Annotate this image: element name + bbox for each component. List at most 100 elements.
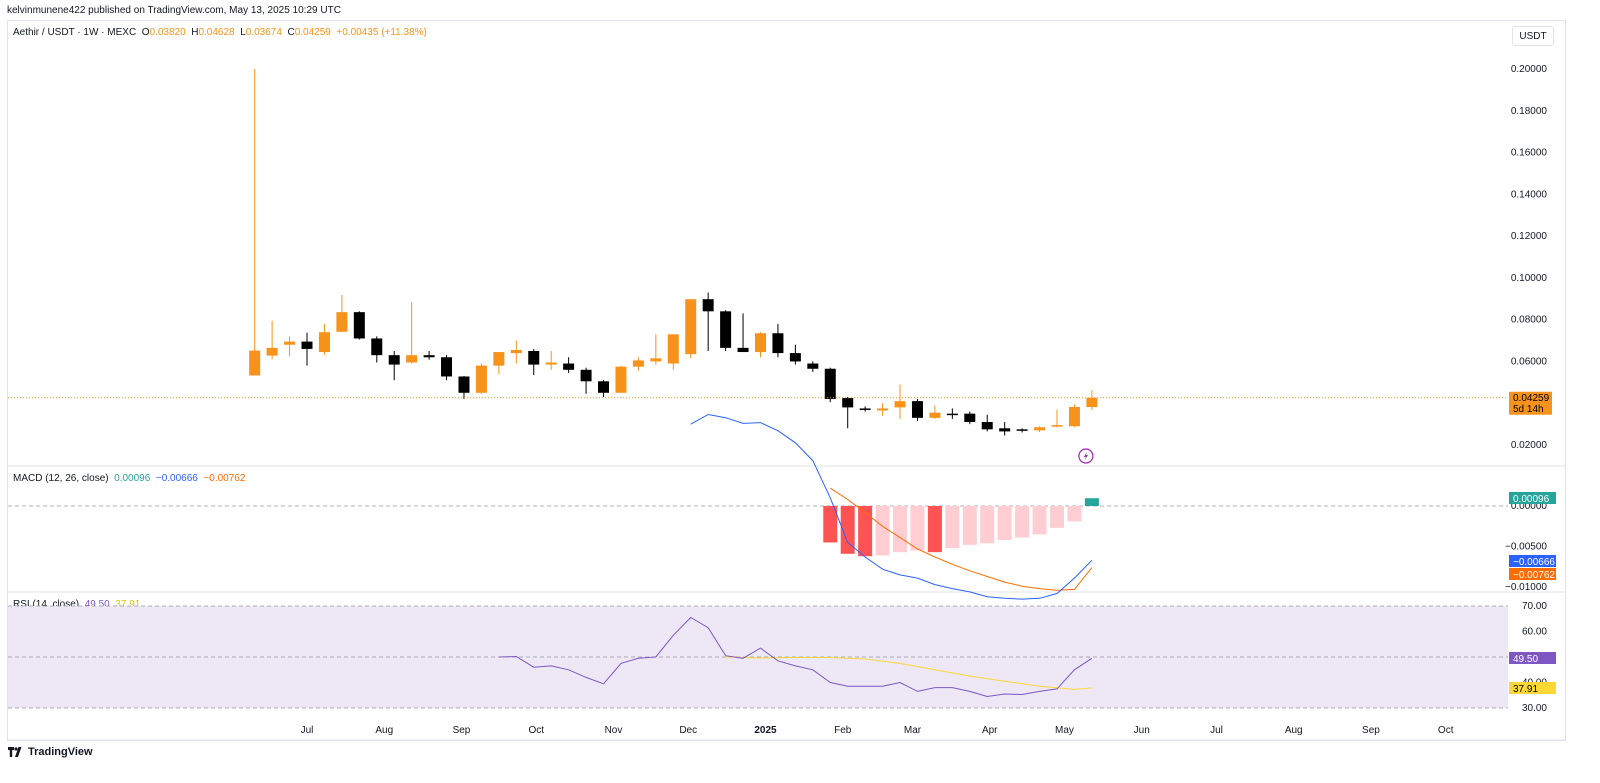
macd-title[interactable]: MACD (12, 26, close)	[13, 473, 109, 484]
macd-histogram-bar	[1032, 506, 1047, 535]
close-label: C	[287, 27, 295, 38]
candle-body	[650, 358, 662, 362]
price-axis-tick: 0.08000	[1511, 315, 1548, 326]
macd-signal-line	[830, 487, 1093, 591]
time-axis-tick: Dec	[679, 725, 697, 736]
candle-body	[946, 413, 958, 416]
time-axis-tick: Aug	[1285, 725, 1303, 736]
candle-body	[598, 381, 610, 393]
candle-body	[1016, 429, 1028, 431]
candle-body	[266, 347, 278, 356]
macd-signal-tag: −0.00762	[1513, 570, 1555, 581]
macd-hist-tag-bg	[1509, 492, 1556, 504]
macd-histogram-bar	[1050, 506, 1065, 528]
rsi-legend: RSI (14, close) 49.50 37.91	[13, 599, 140, 610]
candle-body	[388, 355, 400, 365]
candle-body	[1034, 427, 1046, 431]
macd-hist-tag: 0.00096	[1513, 494, 1550, 505]
symbol-label[interactable]: Aethir / USDT · 1W · MEXC	[13, 27, 137, 38]
rsi-value: 49.50	[84, 599, 110, 610]
time-axis-tick: Sep	[453, 725, 471, 736]
open-label: O	[141, 27, 150, 38]
tradingview-footer[interactable]: TradingView	[8, 746, 93, 758]
price-axis-tick: 0.10000	[1511, 273, 1548, 284]
rsi-ma-value: 37.91	[115, 599, 141, 610]
time-axis-tick: Jun	[1134, 725, 1150, 736]
macd-histogram-bar	[945, 506, 960, 549]
change-value: +0.00435 (+11.38%)	[336, 27, 427, 38]
last-price-tag	[1509, 391, 1552, 415]
candle-body	[789, 353, 801, 362]
macd-histogram-bar	[910, 506, 925, 551]
macd-line-tag-bg	[1509, 555, 1556, 567]
time-axis-tick: Oct	[528, 725, 544, 736]
macd-histogram-bar	[893, 506, 908, 553]
time-axis-tick: Feb	[834, 725, 852, 736]
candle-body	[580, 369, 592, 382]
candle-body	[284, 341, 296, 345]
candle-body	[249, 350, 261, 376]
candle-body	[423, 355, 435, 358]
macd-histogram-bar	[875, 506, 890, 556]
rsi-ma-tag-bg	[1509, 682, 1556, 694]
candle-body	[1086, 397, 1098, 407]
rsi-axis-tick: 70.00	[1522, 601, 1547, 612]
candle-body	[510, 349, 522, 354]
currency-button[interactable]: USDT	[1512, 26, 1554, 46]
candle-body	[824, 368, 836, 400]
last-price-value: 0.04259	[1513, 393, 1550, 404]
candle-body	[842, 398, 854, 408]
candle-body	[615, 366, 627, 393]
low-value: 0.03674	[245, 27, 282, 38]
macd-line	[690, 413, 1093, 600]
candle-body	[336, 312, 348, 332]
price-legend: Aethir / USDT · 1W · MEXC O0.03820 H0.04…	[13, 27, 427, 38]
rsi-ma-line	[725, 656, 1092, 690]
time-axis-tick: May	[1055, 725, 1074, 736]
rsi-value-tag-bg	[1509, 652, 1556, 664]
price-axis-tick: 0.14000	[1511, 189, 1548, 200]
macd-histogram-bar	[1084, 498, 1099, 506]
price-axis-tick: 0.02000	[1511, 440, 1548, 451]
high-value: 0.04628	[198, 27, 235, 38]
macd-axis-tick: −0.01000	[1505, 582, 1547, 593]
time-axis-tick: Sep	[1362, 725, 1380, 736]
macd-histogram-bar	[962, 506, 977, 545]
candle-body	[545, 362, 557, 365]
low-label: L	[240, 27, 246, 38]
price-axis-tick: 0.06000	[1511, 356, 1548, 367]
macd-histogram-bar	[840, 506, 855, 554]
macd-histogram-bar	[858, 506, 873, 557]
candle-body	[807, 363, 819, 369]
close-value: 0.04259	[294, 27, 331, 38]
candle-body	[301, 341, 313, 349]
macd-line-value: −0.00666	[155, 473, 198, 484]
candle-body	[754, 333, 766, 353]
rsi-title[interactable]: RSI (14, close)	[13, 599, 80, 610]
macd-histogram-bar	[980, 506, 995, 544]
price-axis-tick: 0.16000	[1511, 148, 1548, 159]
candle-body	[964, 413, 976, 423]
time-axis-tick: 2025	[754, 725, 777, 736]
rsi-ma-tag: 37.91	[1513, 684, 1538, 695]
macd-axis-tick: 0.00000	[1511, 501, 1548, 512]
candle-body	[371, 338, 383, 356]
time-axis-tick: Aug	[375, 725, 393, 736]
high-label: H	[191, 27, 199, 38]
candle-body	[877, 408, 889, 411]
candle-body	[475, 365, 487, 393]
macd-histogram-bar	[997, 506, 1012, 541]
candle-body	[667, 334, 679, 364]
macd-hist-value: 0.00096	[114, 473, 151, 484]
macd-legend: MACD (12, 26, close) 0.00096 −0.00666 −0…	[13, 473, 245, 484]
tradingview-brand: TradingView	[28, 746, 93, 758]
candle-body	[493, 352, 505, 366]
rsi-value-tag: 49.50	[1513, 654, 1538, 665]
price-axis-tick: 0.18000	[1511, 106, 1548, 117]
price-axis-tick: 0.12000	[1511, 231, 1548, 242]
candle-body	[911, 401, 923, 418]
time-axis-tick: Nov	[605, 725, 623, 736]
countdown-value: 5d 14h	[1513, 404, 1544, 415]
flash-icon-glyph	[1083, 452, 1088, 460]
candle-body	[1068, 406, 1080, 427]
